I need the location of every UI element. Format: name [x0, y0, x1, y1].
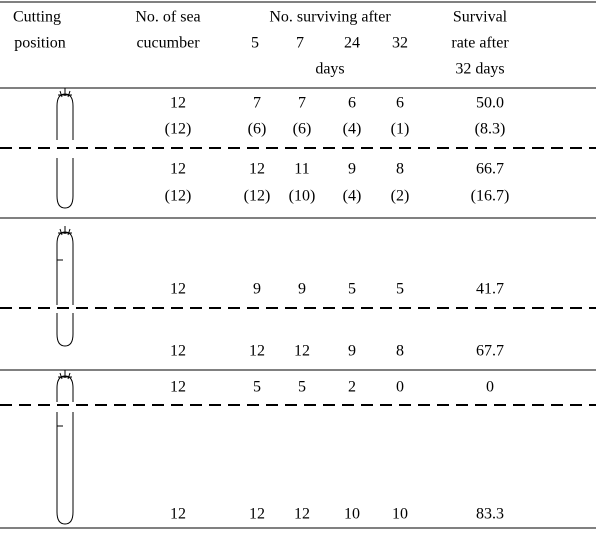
header-rate: rate after: [451, 35, 509, 52]
header-count: cucumber: [136, 35, 200, 52]
tail-piece: [57, 313, 73, 346]
cell: (12): [165, 121, 192, 138]
rules: [0, 2, 596, 528]
header-cutting: Cutting: [13, 9, 61, 26]
header-rate: Survival: [453, 9, 508, 26]
cell: 5: [298, 379, 306, 396]
cell: (4): [343, 121, 362, 138]
cell: 10: [344, 506, 360, 523]
tail-piece: [57, 412, 73, 524]
cell: 67.7: [476, 343, 504, 360]
cell: 8: [396, 343, 404, 360]
cell: 12: [249, 343, 265, 360]
cell: 12: [294, 343, 310, 360]
cell: 9: [253, 281, 261, 298]
cell: 12: [170, 95, 186, 112]
cell: (6): [248, 121, 267, 138]
cell: 66.7: [476, 161, 504, 178]
cell: 9: [348, 343, 356, 360]
cell: 83.3: [476, 506, 504, 523]
cell: 12: [170, 161, 186, 178]
cell: (16.7): [471, 188, 510, 205]
cell: 12: [249, 506, 265, 523]
header-day: 24: [344, 35, 360, 52]
header-day: 5: [251, 35, 259, 52]
cell: 12: [170, 506, 186, 523]
cell: (12): [165, 188, 192, 205]
cell: 41.7: [476, 281, 504, 298]
cell: 12: [249, 161, 265, 178]
cell: 50.0: [476, 95, 504, 112]
cell: 2: [348, 379, 356, 396]
header-day: 7: [296, 35, 304, 52]
cell: 8: [396, 161, 404, 178]
cell: 9: [298, 281, 306, 298]
header-day: 32: [392, 35, 408, 52]
head-piece: [57, 232, 73, 305]
cell: 12: [294, 506, 310, 523]
cell: 7: [298, 95, 306, 112]
table: Cutting position No. of sea cucumber No.…: [0, 0, 596, 530]
cell: 6: [348, 95, 356, 112]
cell: 0: [396, 379, 404, 396]
cell: 12: [170, 281, 186, 298]
cell: (12): [244, 188, 271, 205]
cell: 11: [294, 161, 309, 178]
header-cutting: position: [14, 35, 66, 52]
cell: (8.3): [475, 121, 506, 138]
cell: 6: [396, 95, 404, 112]
cell: (2): [391, 188, 410, 205]
cell: 0: [486, 379, 494, 396]
head-piece: [57, 94, 73, 140]
sea-cucumber-icons: [57, 88, 73, 524]
head-piece: [57, 376, 73, 402]
header-rate: 32 days: [455, 61, 504, 78]
header-days: days: [315, 61, 344, 78]
header-count: No. of sea: [135, 9, 200, 26]
cell: (1): [391, 121, 410, 138]
cell: 12: [170, 343, 186, 360]
cell: 9: [348, 161, 356, 178]
page: {"table": { "header": { "cutting": ["Cut…: [0, 0, 596, 530]
cell: (4): [343, 188, 362, 205]
cell: (10): [289, 188, 316, 205]
cell: 12: [170, 379, 186, 396]
cell: 5: [253, 379, 261, 396]
cell: 5: [348, 281, 356, 298]
tail-piece: [57, 158, 73, 208]
cell: 7: [253, 95, 261, 112]
cell: 10: [392, 506, 408, 523]
header-surviving: No. surviving after: [269, 9, 391, 26]
cell: 5: [396, 281, 404, 298]
cell: (6): [293, 121, 312, 138]
